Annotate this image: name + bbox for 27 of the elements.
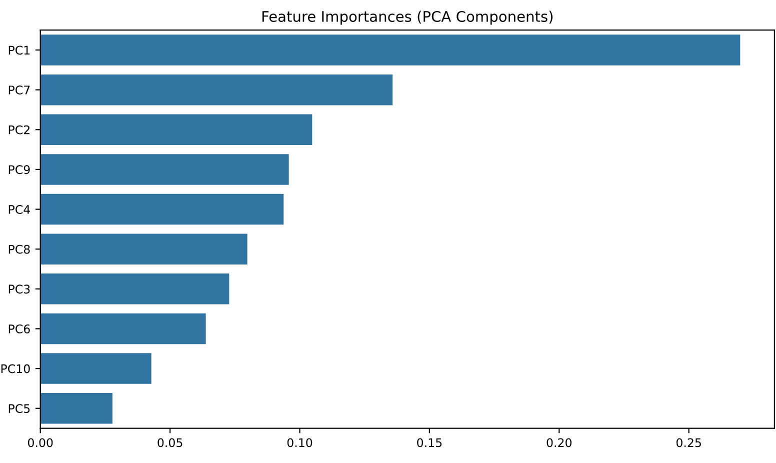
bar — [40, 73, 394, 106]
bar — [40, 152, 290, 186]
bar — [40, 192, 285, 226]
x-tick-label: 0.00 — [28, 438, 53, 448]
bar — [40, 34, 742, 66]
y-tick-label: PC7 — [8, 86, 30, 94]
x-tick-label: 0.05 — [158, 438, 182, 448]
y-tick-label: PC9 — [8, 165, 30, 174]
x-tick-label: 0.25 — [676, 438, 701, 448]
bar — [40, 113, 314, 146]
y-tick-label: PC5 — [8, 404, 30, 414]
y-tick-label: PC8 — [8, 244, 30, 254]
x-tick-label: 0.10 — [287, 438, 312, 448]
chart-title: Feature Importances (PCA Components) — [262, 10, 553, 25]
y-tick-label: PC1 — [8, 46, 30, 55]
bar — [40, 312, 207, 346]
y-tick-label: PC2 — [8, 125, 30, 134]
bar — [40, 272, 230, 306]
bar — [40, 392, 114, 425]
y-tick-label: PC4 — [8, 205, 30, 214]
x-tick-label: 0.20 — [546, 438, 572, 448]
y-tick-label: PC6 — [8, 324, 30, 334]
bar — [40, 232, 248, 266]
x-tick-label: 0.15 — [417, 438, 442, 448]
y-tick-label: PC3 — [8, 284, 30, 294]
y-tick-label: PC10 — [1, 364, 30, 374]
bar — [40, 352, 152, 386]
